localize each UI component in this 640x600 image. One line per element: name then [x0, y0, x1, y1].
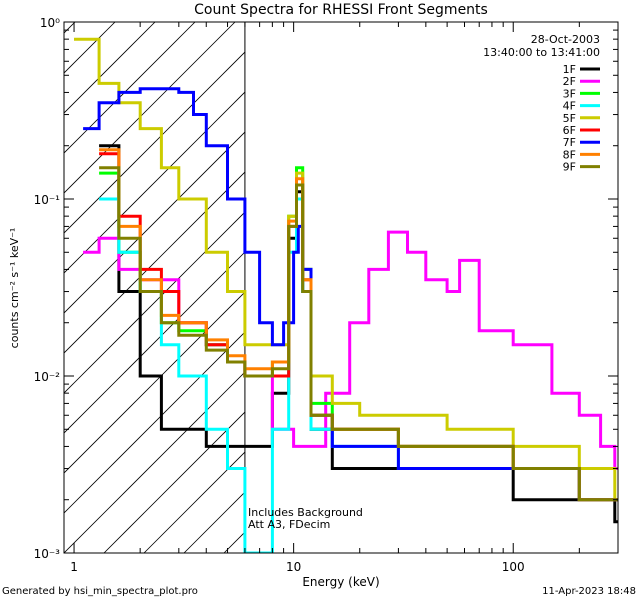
y-tick-label: 10⁰ — [40, 16, 60, 30]
series-line-9F — [99, 166, 618, 502]
legend-label-4F: 4F — [563, 100, 576, 113]
hatch-line — [64, 22, 236, 194]
legend-label-6F: 6F — [563, 124, 576, 137]
y-axis-label: counts cm⁻² s⁻¹ keV⁻¹ — [8, 228, 21, 349]
hatch-line — [64, 291, 245, 474]
legend-label-1F: 1F — [563, 63, 576, 76]
x-tick-label: 1 — [70, 560, 78, 574]
footer-generated-by: Generated by hsi_min_spectra_plot.pro — [2, 586, 198, 597]
hatch-line — [64, 22, 116, 74]
annotation-background: Includes Background — [248, 506, 363, 519]
time-range-label: 13:40:00 to 13:41:00 — [483, 46, 600, 59]
hatch-line — [64, 331, 245, 514]
y-tick-label: 10⁻² — [34, 370, 61, 384]
hatch-line — [64, 51, 245, 234]
series-group — [74, 37, 618, 553]
y-tick-label: 10⁻³ — [34, 547, 61, 561]
y-tick-label: 10⁻¹ — [34, 193, 61, 207]
x-tick-label: 10 — [286, 560, 301, 574]
date-label: 28-Oct-2003 — [531, 33, 600, 46]
legend-label-3F: 3F — [563, 87, 576, 100]
hatch-line — [143, 451, 245, 553]
x-tick-label: 100 — [502, 560, 525, 574]
footer-timestamp: 11-Apr-2023 18:48 — [542, 586, 636, 597]
legend-label-5F: 5F — [563, 112, 576, 125]
legend-label-8F: 8F — [563, 148, 576, 161]
axis-ticks: 1 10 100 10⁻³ 10⁻² 10⁻¹ 10⁰ — [34, 16, 619, 574]
x-axis-label: Energy (keV) — [302, 575, 379, 589]
plot-frame — [63, 21, 619, 554]
hatch-line — [103, 411, 245, 553]
chart-title: Count Spectra for RHESSI Front Segments — [194, 2, 488, 18]
legend-label-2F: 2F — [563, 75, 576, 88]
series-line-5F — [74, 37, 618, 502]
hatch-line — [64, 171, 245, 354]
annotation-attenuator: Att A3, FDecim — [248, 518, 330, 531]
hatch-line — [64, 22, 156, 114]
hatch-line — [64, 22, 196, 154]
hatch-line — [64, 211, 245, 394]
legend-label-9F: 9F — [563, 161, 576, 174]
hatch-line — [64, 371, 245, 553]
legend-label-7F: 7F — [563, 136, 576, 149]
